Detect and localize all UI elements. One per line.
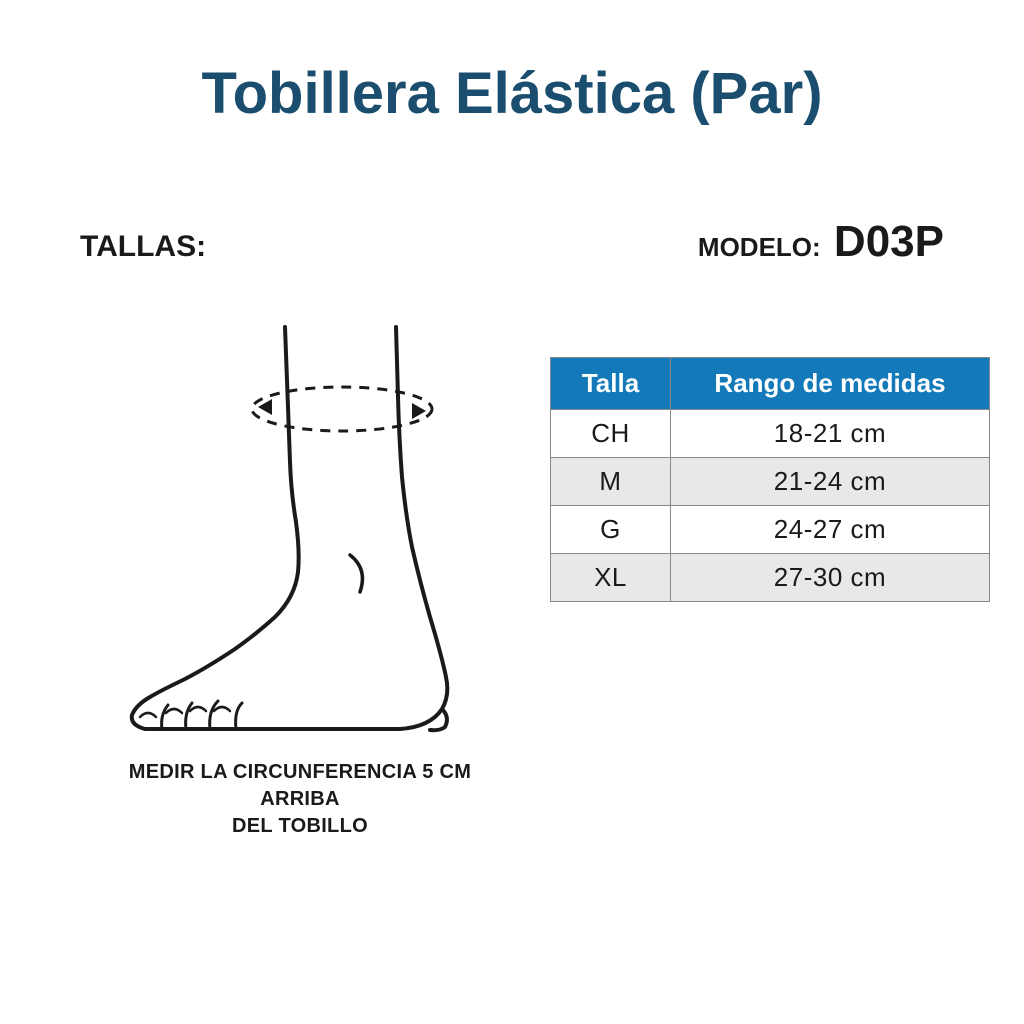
table-row: XL27-30 cm <box>551 554 990 602</box>
label-modelo: MODELO: D03P <box>698 217 944 267</box>
label-tallas: TALLAS: <box>80 230 206 264</box>
modelo-label-text: MODELO: <box>698 232 821 262</box>
table-cell: 18-21 cm <box>671 410 990 458</box>
ankle-diagram <box>90 317 510 747</box>
table-cell: 24-27 cm <box>671 506 990 554</box>
size-table: Talla Rango de medidas CH18-21 cmM21-24 … <box>550 357 990 602</box>
caption-line-2: DEL TOBILLO <box>232 815 368 837</box>
diagram-column: MEDIR LA CIRCUNFERENCIA 5 CM ARRIBA DEL … <box>90 317 510 840</box>
header-row: TALLAS: MODELO: D03P <box>60 217 964 267</box>
table-cell: XL <box>551 554 671 602</box>
table-cell: 21-24 cm <box>671 458 990 506</box>
modelo-value: D03P <box>834 217 944 266</box>
table-cell: CH <box>551 410 671 458</box>
page-title: Tobillera Elástica (Par) <box>60 60 964 127</box>
caption-line-1: MEDIR LA CIRCUNFERENCIA 5 CM ARRIBA <box>129 761 471 810</box>
table-row: G24-27 cm <box>551 506 990 554</box>
col-header-rango: Rango de medidas <box>671 358 990 410</box>
table-cell: M <box>551 458 671 506</box>
table-row: M21-24 cm <box>551 458 990 506</box>
col-header-talla: Talla <box>551 358 671 410</box>
diagram-caption: MEDIR LA CIRCUNFERENCIA 5 CM ARRIBA DEL … <box>90 759 510 840</box>
table-cell: 27-30 cm <box>671 554 990 602</box>
table-row: CH18-21 cm <box>551 410 990 458</box>
table-header-row: Talla Rango de medidas <box>551 358 990 410</box>
content-row: MEDIR LA CIRCUNFERENCIA 5 CM ARRIBA DEL … <box>60 317 964 840</box>
table-column: Talla Rango de medidas CH18-21 cmM21-24 … <box>550 317 990 602</box>
table-cell: G <box>551 506 671 554</box>
